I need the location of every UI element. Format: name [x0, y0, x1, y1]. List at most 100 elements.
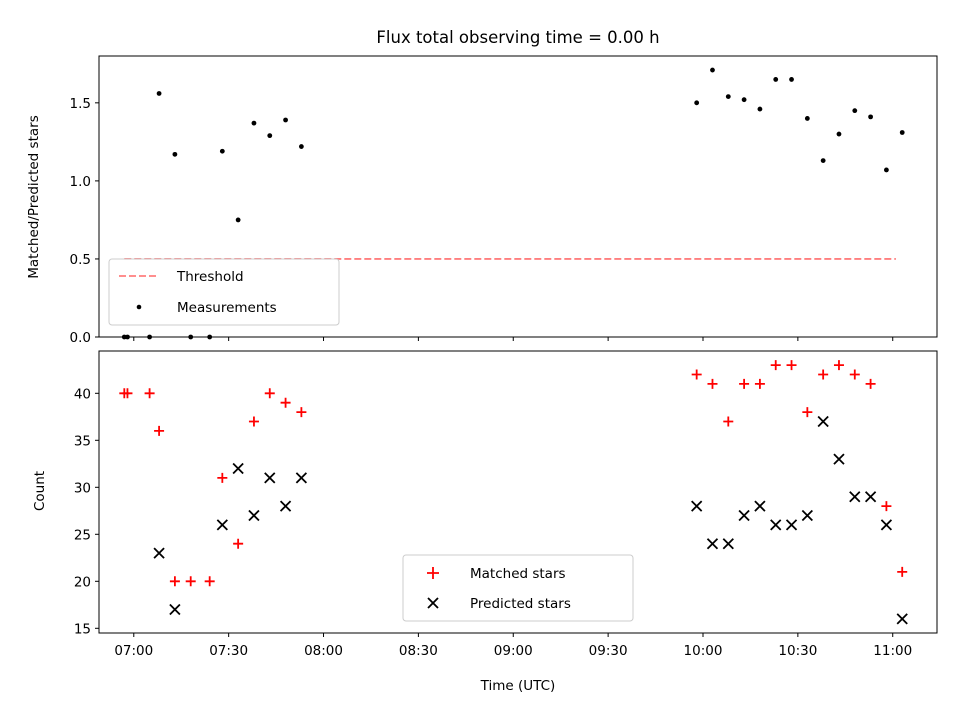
top-ytick-label: 0.5: [70, 252, 91, 268]
predicted-star-point: [691, 500, 703, 512]
measurement-point: [156, 91, 162, 96]
measurement-point: [283, 117, 288, 123]
top-panel: Matched/Predicted stars 0.0 0.5 1.0 1.5 Thr…: [26, 55, 938, 346]
bottom-ytick-label: 15: [74, 621, 91, 637]
matched-star-point: [233, 538, 244, 549]
bottom-xtick-label: 08:30: [399, 643, 438, 659]
predicted-star-point: [706, 538, 719, 550]
predicted-star-point: [770, 519, 782, 531]
matched-star-point: [248, 416, 259, 427]
top-ytick-label: 0.0: [70, 330, 91, 346]
matched-star-point: [754, 378, 765, 389]
measurement-point: [773, 77, 779, 82]
matched-star-point: [169, 576, 180, 587]
measurement-point: [235, 217, 241, 223]
measurements-legend-swatch: [136, 304, 142, 310]
measurement-point: [267, 133, 273, 139]
figure-title: Flux total observing time = 0.00 h: [376, 28, 659, 47]
matched-star-point: [739, 378, 750, 389]
measurement-point: [820, 158, 826, 163]
matched-star-point: [154, 425, 165, 436]
measurements-legend-label: Measurements: [177, 300, 277, 316]
measurement-point: [852, 108, 858, 114]
measurement-point: [804, 116, 810, 121]
predicted-star-point: [216, 519, 228, 531]
matched-star-point: [144, 388, 155, 399]
matched-star-point: [786, 360, 797, 371]
predicted-star-point: [295, 472, 308, 484]
predicted-star-point: [232, 462, 244, 475]
matched-star-point: [897, 566, 908, 577]
measurement-point: [710, 67, 715, 73]
matched-star-point: [296, 407, 307, 418]
measurement-point: [694, 100, 700, 106]
predicted-star-point: [864, 491, 877, 503]
predicted-star-point: [785, 519, 798, 531]
measurement-point: [251, 120, 257, 126]
predicted-star-point: [849, 491, 861, 503]
bottom-xtick-label: 11:00: [873, 643, 912, 659]
bottom-xtick-label: 08:00: [304, 643, 343, 659]
matched-star-point: [264, 388, 275, 399]
predicted-star-point: [738, 509, 750, 522]
predicted-star-point: [817, 415, 829, 428]
bottom-panel: Count Time (UTC) 15 20 25 30 35 40 07:00 07:30 0…: [32, 350, 938, 694]
measurement-point: [725, 94, 731, 99]
matched-star-point: [802, 407, 813, 418]
measurement-point: [757, 106, 763, 112]
predicted-star-point: [264, 472, 276, 484]
bottom-xtick-label: 09:30: [589, 643, 628, 659]
matched-star-point: [204, 576, 215, 587]
top-ytick-label: 1.5: [70, 96, 91, 112]
bottom-xtick-label: 07:30: [209, 643, 248, 659]
bottom-ytick-label: 20: [74, 574, 91, 590]
predicted-legend-label: Predicted stars: [470, 596, 571, 612]
matched-legend-swatch: [427, 567, 439, 579]
bottom-xtick-label: 07:00: [114, 643, 153, 659]
bottom-plot-area: 15 20 25 30 35 40 07:00 07:30 08:00 08:30 09:00 09:…: [74, 350, 938, 659]
matched-star-point: [217, 472, 228, 483]
top-axes-frame: [98, 55, 938, 338]
matched-star-point: [723, 416, 734, 427]
measurement-point: [298, 144, 304, 149]
matched-star-point: [122, 388, 133, 399]
matched-star-point: [280, 397, 291, 408]
bottom-ytick-label: 25: [74, 527, 91, 543]
measurement-point: [172, 151, 178, 157]
bottom-ytick-label: 30: [74, 480, 91, 496]
measurement-point: [789, 77, 794, 82]
predicted-star-point: [722, 538, 734, 550]
matched-star-point: [833, 360, 844, 371]
measurement-point: [741, 97, 747, 103]
bottom-xtick-label: 10:30: [778, 643, 817, 659]
matched-star-point: [865, 378, 876, 389]
matched-star-point: [707, 378, 718, 389]
top-ytick-label: 1.0: [70, 174, 91, 190]
predicted-star-point: [880, 519, 893, 531]
predicted-star-point: [833, 453, 845, 465]
bottom-legend-box: [402, 554, 634, 622]
predicted-star-point: [153, 547, 165, 559]
matched-star-point: [770, 360, 781, 371]
matched-star-point: [881, 501, 892, 512]
measurement-point: [836, 131, 842, 137]
measurement-point: [868, 114, 873, 120]
predicted-star-point: [754, 500, 766, 512]
predicted-star-point: [248, 509, 260, 522]
bottom-ytick-label: 40: [74, 386, 91, 402]
matched-star-point: [849, 369, 860, 380]
measurement-point: [884, 167, 889, 173]
matched-star-point: [185, 576, 196, 587]
top-plot-area: 0.0 0.5 1.0 1.5: [70, 55, 938, 346]
measurement-point: [219, 148, 225, 154]
bottom-xtick-label: 09:00: [494, 643, 533, 659]
predicted-star-point: [801, 509, 813, 522]
matched-legend-label: Matched stars: [470, 566, 566, 582]
bottom-legend: Matched stars Predicted stars: [402, 554, 634, 622]
bottom-xlabel: Time (UTC): [480, 678, 556, 694]
bottom-xtick-label: 10:00: [684, 643, 723, 659]
bottom-ytick-label: 35: [74, 433, 91, 449]
predicted-star-point: [279, 500, 292, 512]
bottom-axes-frame: [98, 350, 938, 634]
